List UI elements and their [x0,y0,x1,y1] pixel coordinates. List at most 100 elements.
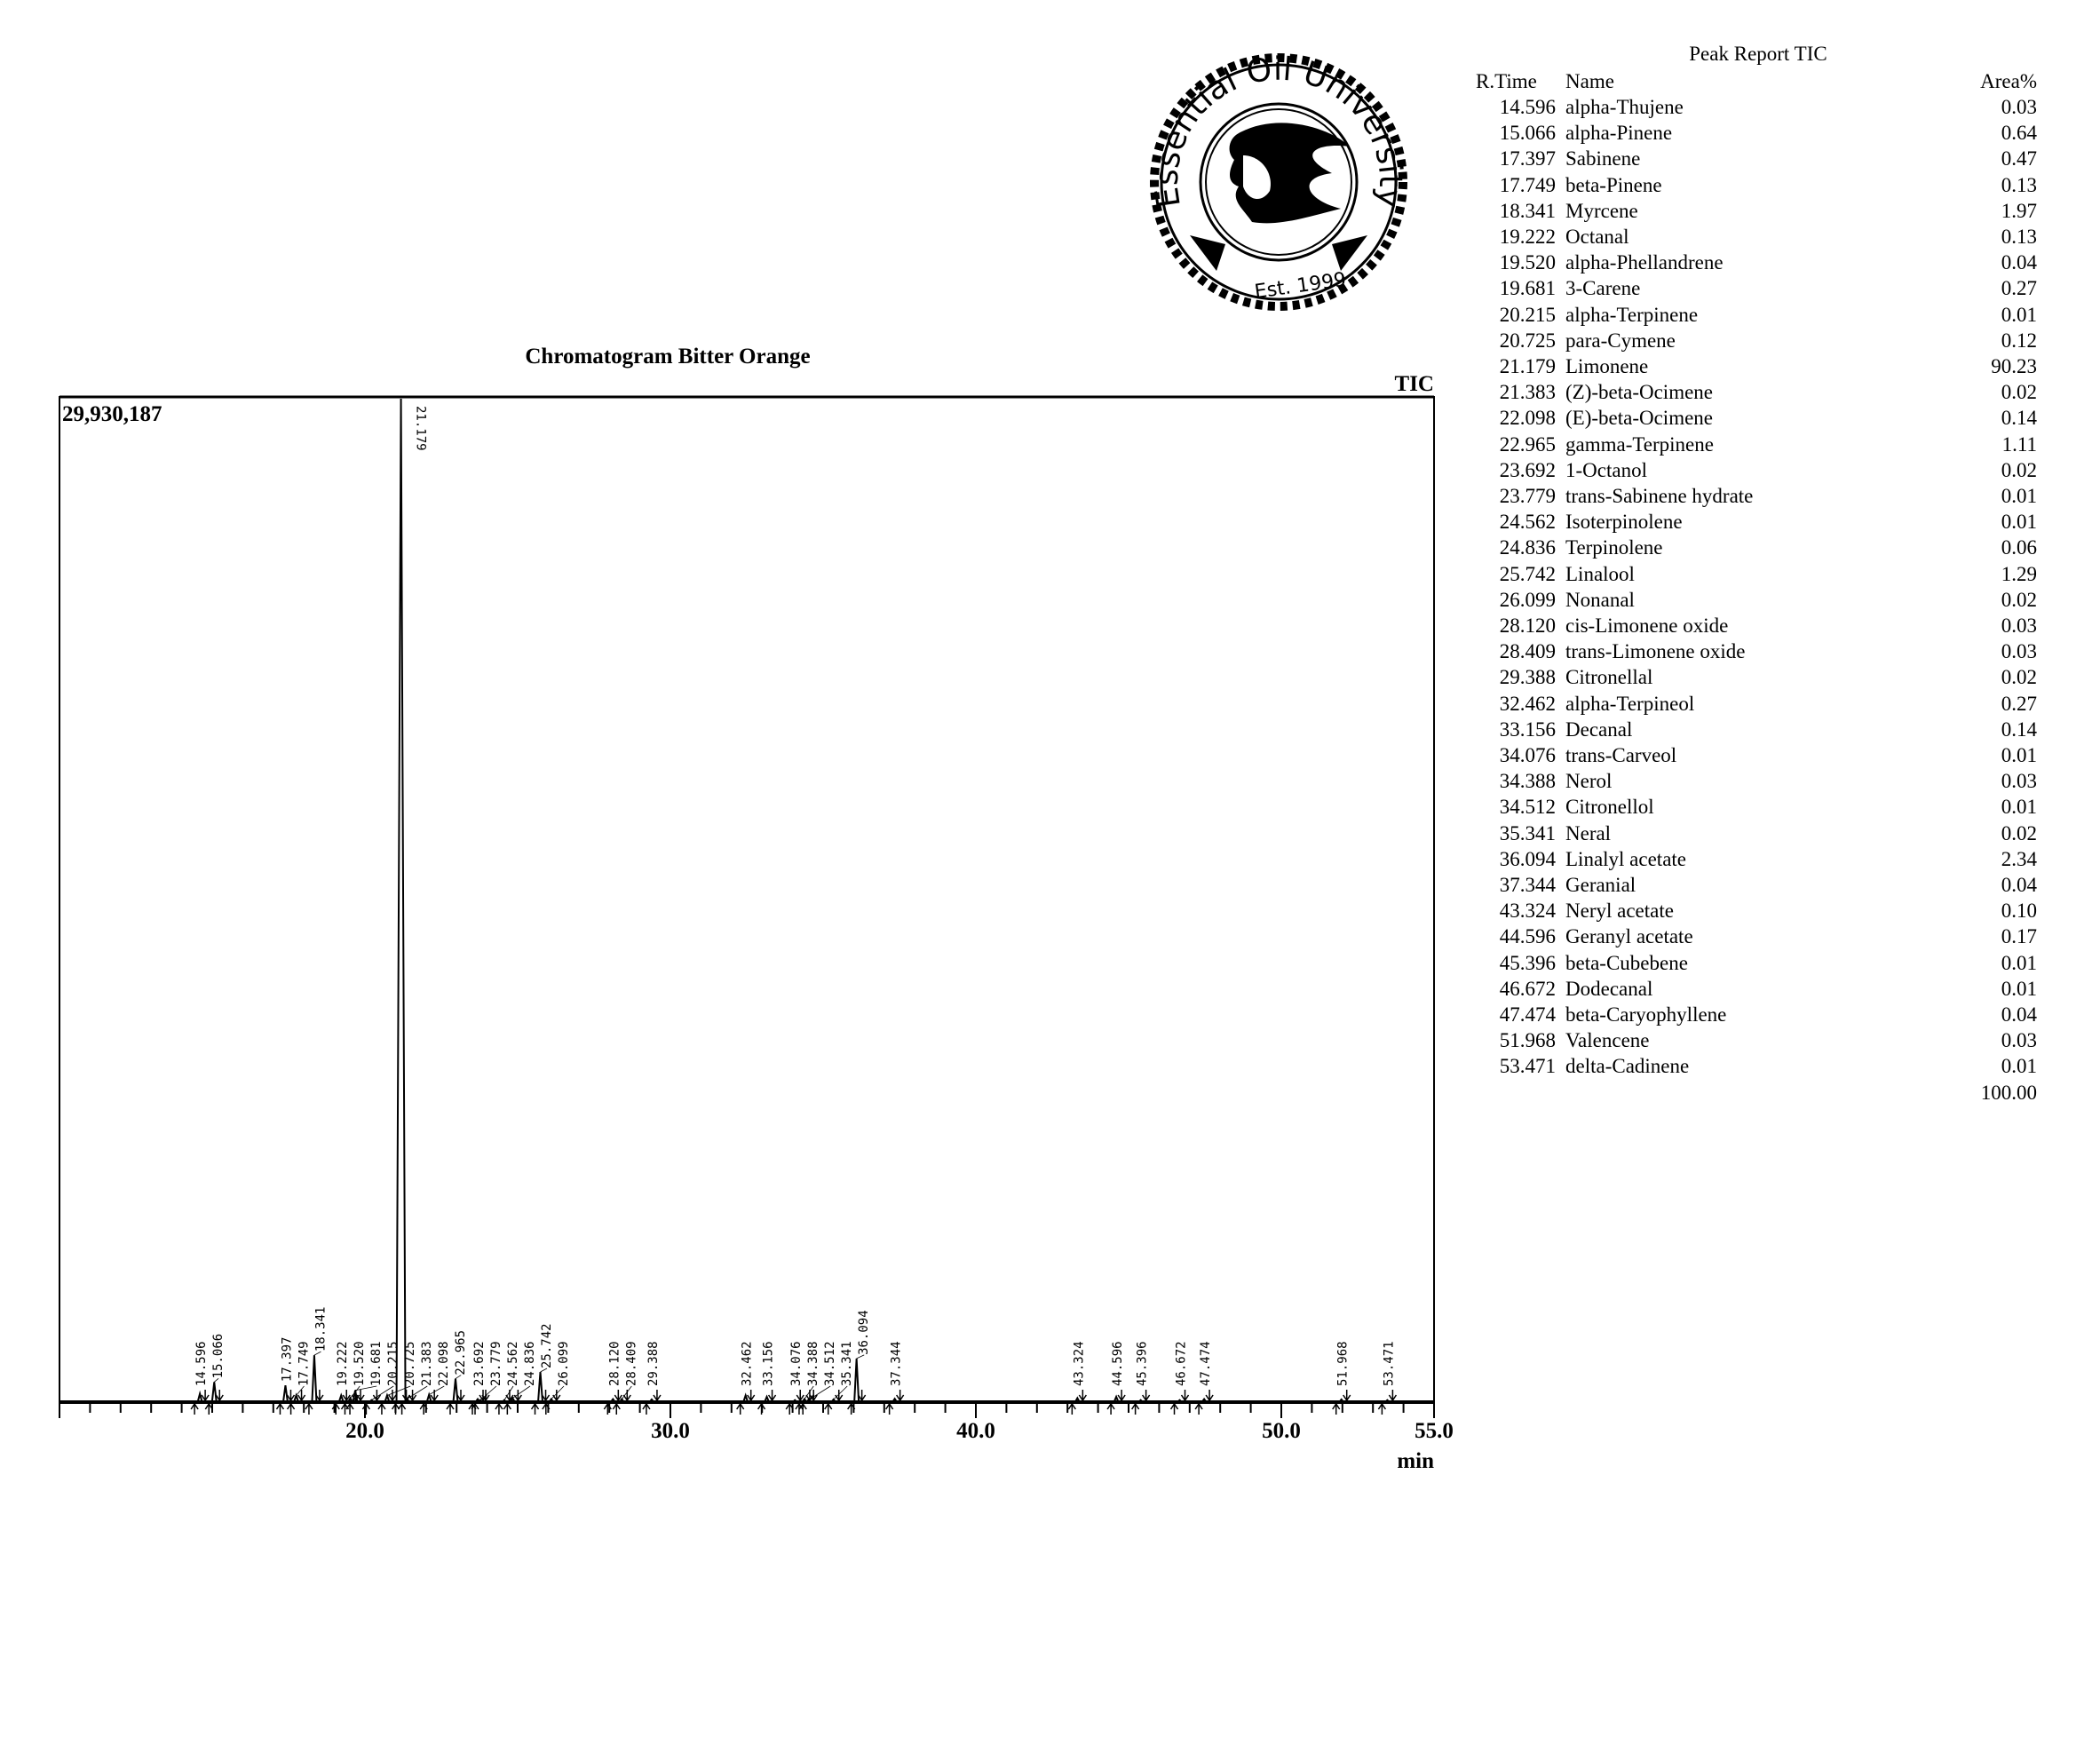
peak-start-arrow [736,1402,745,1415]
cell-area: 2.34 [2001,847,2037,870]
cell-area: 0.01 [2001,796,2037,819]
cell-name: cis-Limonene oxide [1565,614,1729,637]
table-row: 28.409 trans-Limonene oxide 0.03 [1474,638,2042,664]
x-axis-tick-labels: 20.0 30.0 40.0 50.0 55.0 [345,1419,1454,1443]
cell-rt: 20.215 [1499,303,1556,326]
cell-rt: 23.779 [1499,485,1556,507]
cell-name: Geranyl acetate [1565,925,1693,948]
table-row: 37.344 Geranial 0.04 [1474,872,2042,898]
peak-start-arrow [495,1402,503,1415]
cell-area: 0.13 [2001,173,2037,196]
peak-label: 46.672 [1175,1341,1189,1386]
cell-area: 0.01 [2001,951,2037,974]
peak-end-arrow [614,1390,622,1402]
cell-name: trans-Sabinene hydrate [1565,485,1754,507]
peak-label: 32.462 [741,1341,755,1386]
plot-frame [59,396,1435,1403]
peak-label: 47.474 [1199,1341,1213,1386]
cell-name: Citronellal [1565,666,1653,689]
peak-22.965 [452,1378,459,1403]
peak-start-arrow [1106,1402,1115,1415]
peak-end-arrow [1205,1390,1214,1402]
cell-rt: 36.094 [1499,847,1556,870]
table-row: 24.836 Terpinolene 0.06 [1474,535,2042,560]
cell-rt: 19.681 [1499,277,1556,300]
cell-name: Nonanal [1565,588,1635,611]
peak-label: 14.596 [194,1341,209,1386]
cell-name: Myrcene [1565,199,1638,222]
cell-area: 0.01 [2001,1055,2037,1078]
peak-start-arrow [1377,1402,1387,1415]
peak-label: 26.099 [557,1341,571,1386]
peak-start-arrow [340,1402,350,1415]
header-name: Name [1565,70,1614,92]
x-axis-ticks [59,1402,1435,1418]
cell-name: Decanal [1565,717,1633,741]
peak-label-leader [512,1385,531,1399]
cell-rt: 29.388 [1499,666,1556,689]
cell-rt: 24.836 [1499,536,1556,559]
peak-end-arrow [356,1390,365,1402]
cell-area: 0.02 [2001,588,2037,611]
peak-label-leader [371,1385,394,1401]
x-tick-label: 40.0 [956,1419,995,1443]
peak-end-arrow [215,1390,224,1402]
peak-15.066 [210,1382,218,1403]
peak-start-arrow [1194,1402,1203,1415]
table-row: 19.681 3-Carene 0.27 [1474,275,2042,301]
cell-area: 0.27 [2001,692,2037,715]
table-row: 26.099 Nonanal 0.02 [1474,587,2042,613]
table-row: 25.742 Linalool 1.29 [1474,561,2042,587]
cell-rt: 32.462 [1499,692,1556,715]
peak-label-leader [354,1385,377,1391]
peak-label: 34.388 [806,1341,820,1386]
peak-end-arrow [1117,1390,1126,1402]
cell-area: 0.03 [2001,614,2037,637]
table-row: 46.672 Dodecanal 0.01 [1474,976,2042,1002]
peak-start-arrow [446,1402,455,1415]
peak-end-arrow [747,1390,756,1402]
table-row: 18.341 Myrcene 1.97 [1474,198,2042,224]
peak-end-arrow [1343,1390,1351,1402]
peak-start-arrow [190,1402,199,1415]
peak-label: 28.120 [607,1341,622,1386]
peak-label-leader [455,1375,462,1379]
cell-name: Terpinolene [1565,536,1663,559]
cell-area: 0.17 [2001,925,2037,948]
cell-name: Linalyl acetate [1565,847,1687,870]
table-row: 33.156 Decanal 0.14 [1474,717,2042,742]
peak-label: 17.749 [297,1341,311,1386]
cell-name: Limonene [1565,355,1649,377]
peak-25.742 [537,1371,544,1403]
cell-name: alpha-Pinene [1565,122,1673,145]
cell-name: Linalool [1565,562,1635,585]
peak-start-arrow [361,1402,371,1415]
peak-label: 25.742 [540,1323,554,1368]
peak-end-arrow [297,1390,306,1402]
cell-rt: 45.396 [1499,951,1556,974]
peak-label: 28.409 [624,1341,638,1386]
cell-rt: 28.409 [1499,640,1556,663]
cell-area: 0.01 [2001,977,2037,1000]
peak-36.094 [853,1358,860,1403]
table-row: 28.120 cis-Limonene oxide 0.03 [1474,613,2042,638]
peak-start-arrow [397,1402,407,1415]
table-row: 24.562 Isoterpinolene 0.01 [1474,509,2042,535]
cell-rt: 23.692 [1499,458,1556,481]
cell-name: delta-Cadinene [1565,1055,1690,1078]
peak-end-arrow [430,1390,439,1402]
cell-area: 0.01 [2001,744,2037,766]
x-tick-label: 55.0 [1415,1419,1454,1443]
table-row: 20.215 alpha-Terpinene 0.01 [1474,302,2042,328]
peak-label: 19.222 [336,1341,350,1386]
table-row: 34.388 Nerol 0.03 [1474,768,2042,794]
peak-label: 51.968 [1336,1341,1351,1386]
cell-area: 0.04 [2001,874,2037,896]
cell-rt: 35.341 [1499,821,1556,844]
peak-label-leader [503,1385,514,1400]
cell-name: Geranial [1565,874,1636,896]
cell-name: alpha-Terpineol [1565,692,1695,715]
cell-name: alpha-Terpinene [1565,303,1699,326]
cell-area: 0.03 [2001,96,2037,118]
peak-start-arrow [1169,1402,1179,1415]
